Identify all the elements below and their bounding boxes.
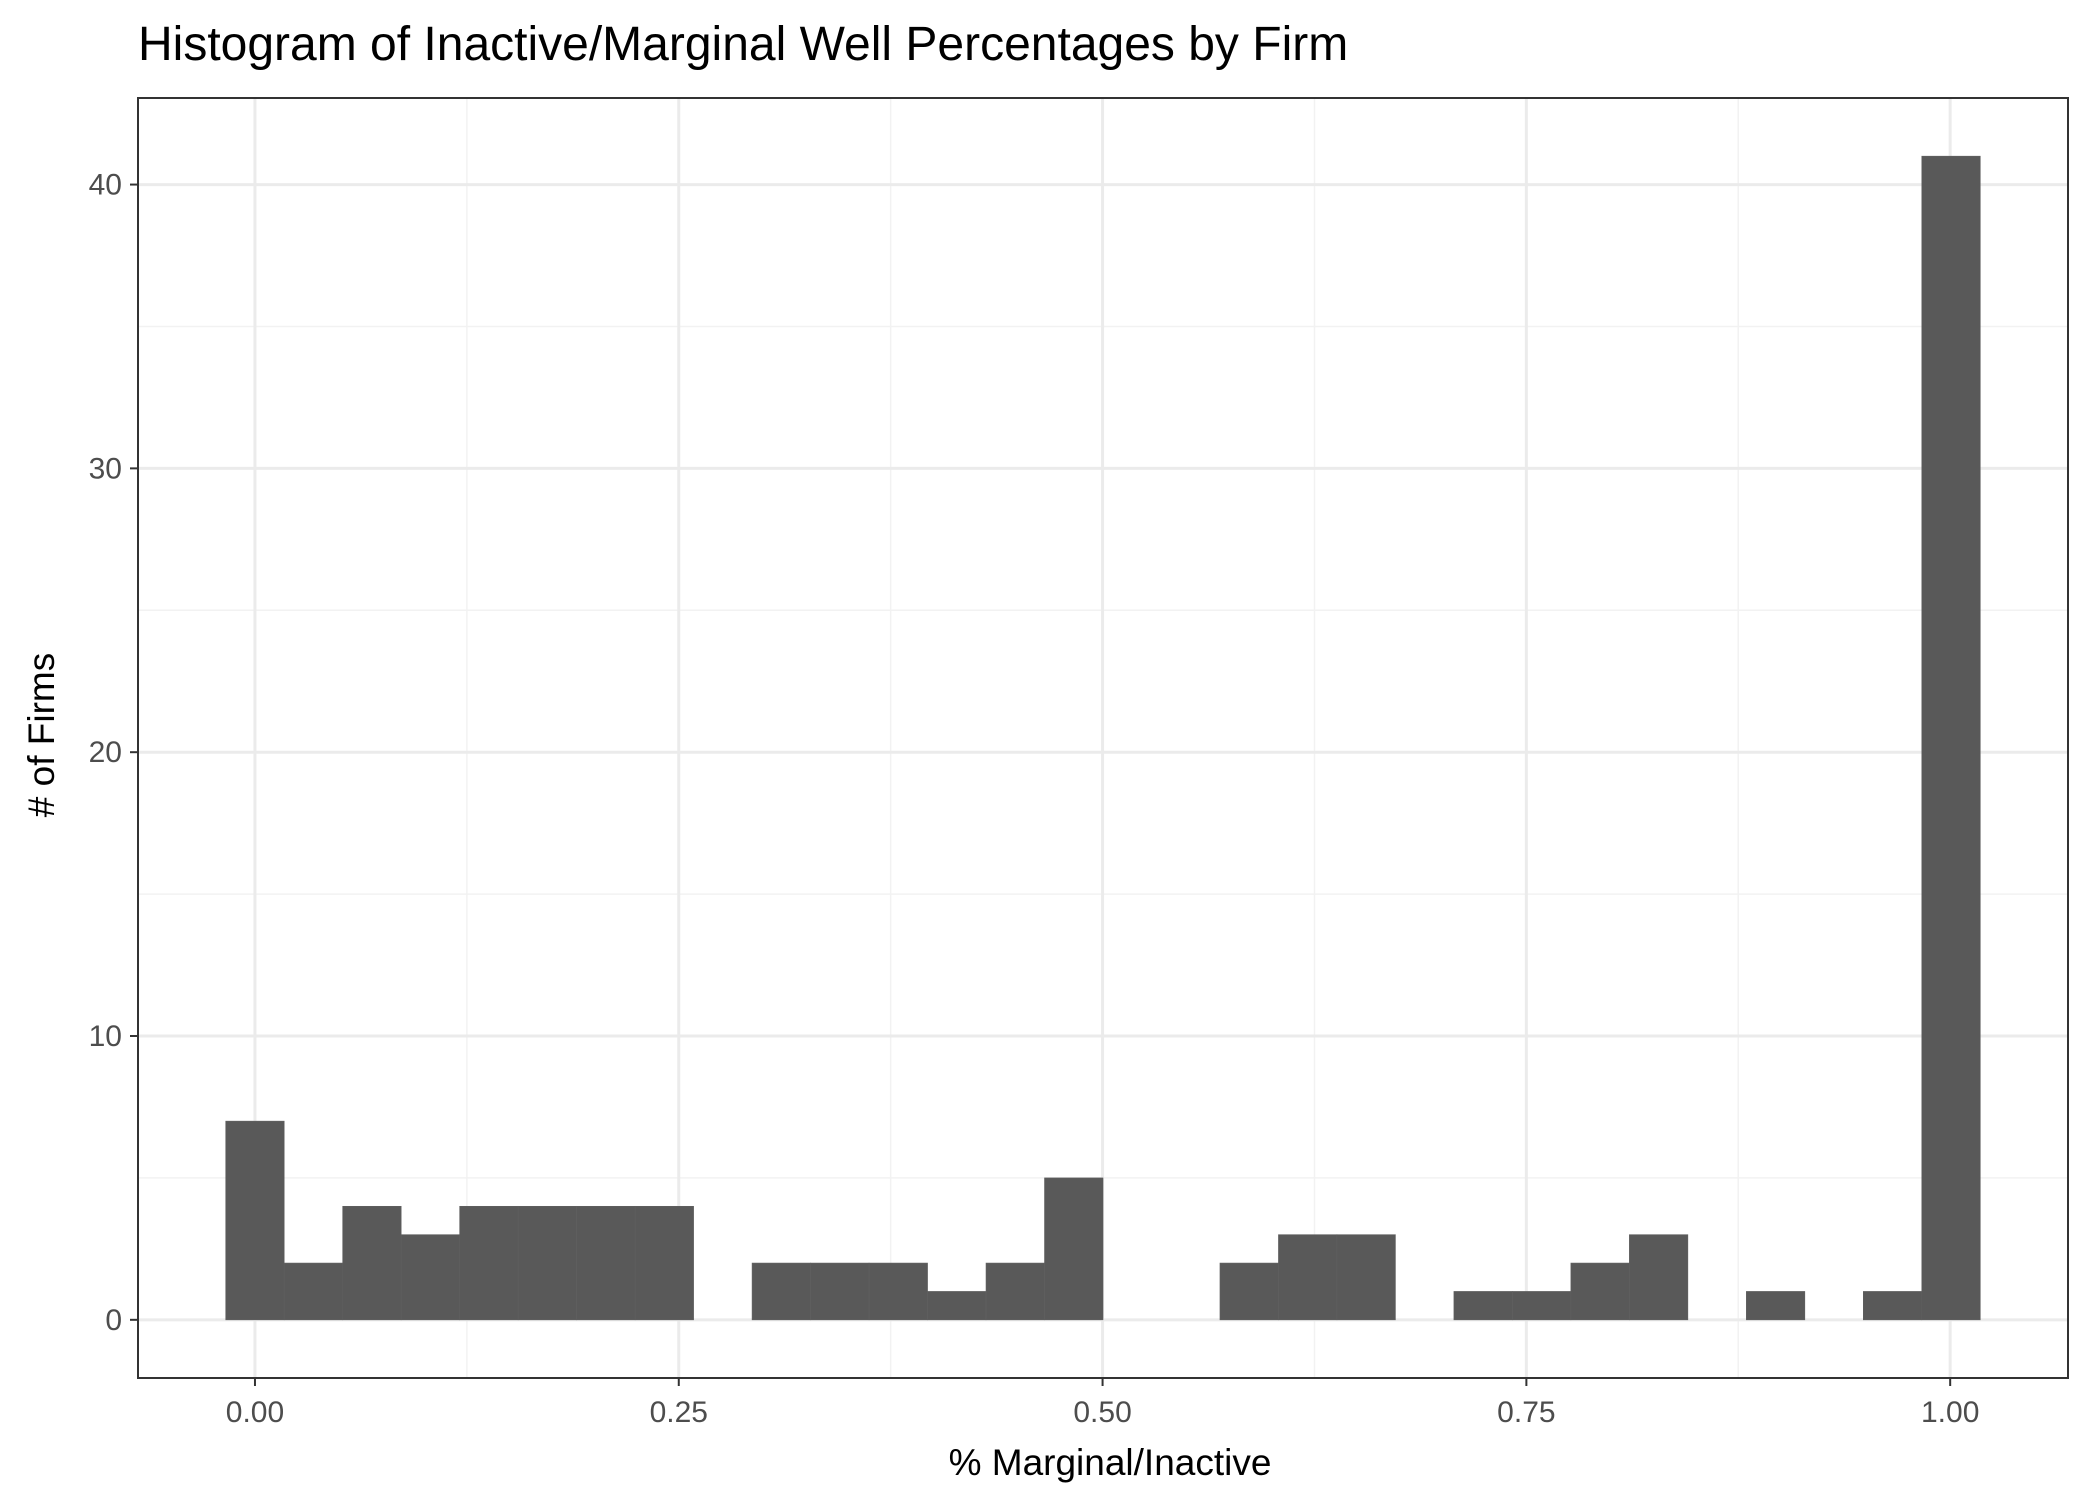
histogram-bar (225, 1120, 285, 1321)
histogram-bar (576, 1205, 636, 1321)
histogram-bar (634, 1205, 694, 1321)
histogram-bar (1570, 1262, 1630, 1321)
y-tick-label: 20 (89, 736, 122, 769)
histogram-bar (810, 1262, 870, 1321)
histogram-bar (751, 1262, 811, 1321)
histogram-bar (985, 1262, 1045, 1321)
histogram-bar (927, 1291, 987, 1321)
x-tick-label: 0.75 (1497, 1396, 1555, 1429)
histogram-bars (225, 155, 1981, 1321)
y-tick-label: 0 (105, 1304, 122, 1337)
histogram-bar (1921, 155, 1981, 1321)
histogram-bar (1863, 1291, 1923, 1321)
histogram-bar (1453, 1291, 1513, 1321)
y-tick-label: 30 (89, 452, 122, 485)
y-axis: 0 10 20 30 40 (89, 169, 138, 1337)
histogram-bar (868, 1262, 928, 1321)
histogram-bar (1336, 1234, 1396, 1321)
y-axis-title: # of Firms (21, 653, 62, 817)
histogram-bar (342, 1205, 402, 1321)
y-tick-label: 40 (89, 169, 122, 202)
histogram-bar (1746, 1291, 1806, 1321)
x-tick-label: 0.25 (650, 1396, 708, 1429)
histogram-bar (459, 1205, 519, 1321)
histogram-bar (1278, 1234, 1338, 1321)
y-tick-label: 10 (89, 1020, 122, 1053)
plot-panel (137, 97, 2069, 1379)
x-tick-label: 1.00 (1921, 1396, 1979, 1429)
chart-title: Histogram of Inactive/Marginal Well Perc… (138, 18, 1348, 71)
histogram-bar (517, 1205, 577, 1321)
x-axis: 0.00 0.25 0.50 0.75 1.00 (226, 1378, 1979, 1429)
histogram-bar (400, 1234, 460, 1321)
histogram-bar (1044, 1177, 1104, 1321)
histogram-bar (1629, 1234, 1689, 1321)
histogram-bar (283, 1262, 343, 1321)
x-tick-label: 0.50 (1073, 1396, 1131, 1429)
histogram-bar (1219, 1262, 1279, 1321)
histogram-bar (1512, 1291, 1572, 1321)
x-tick-label: 0.00 (226, 1396, 284, 1429)
x-axis-title: % Marginal/Inactive (949, 1442, 1272, 1483)
